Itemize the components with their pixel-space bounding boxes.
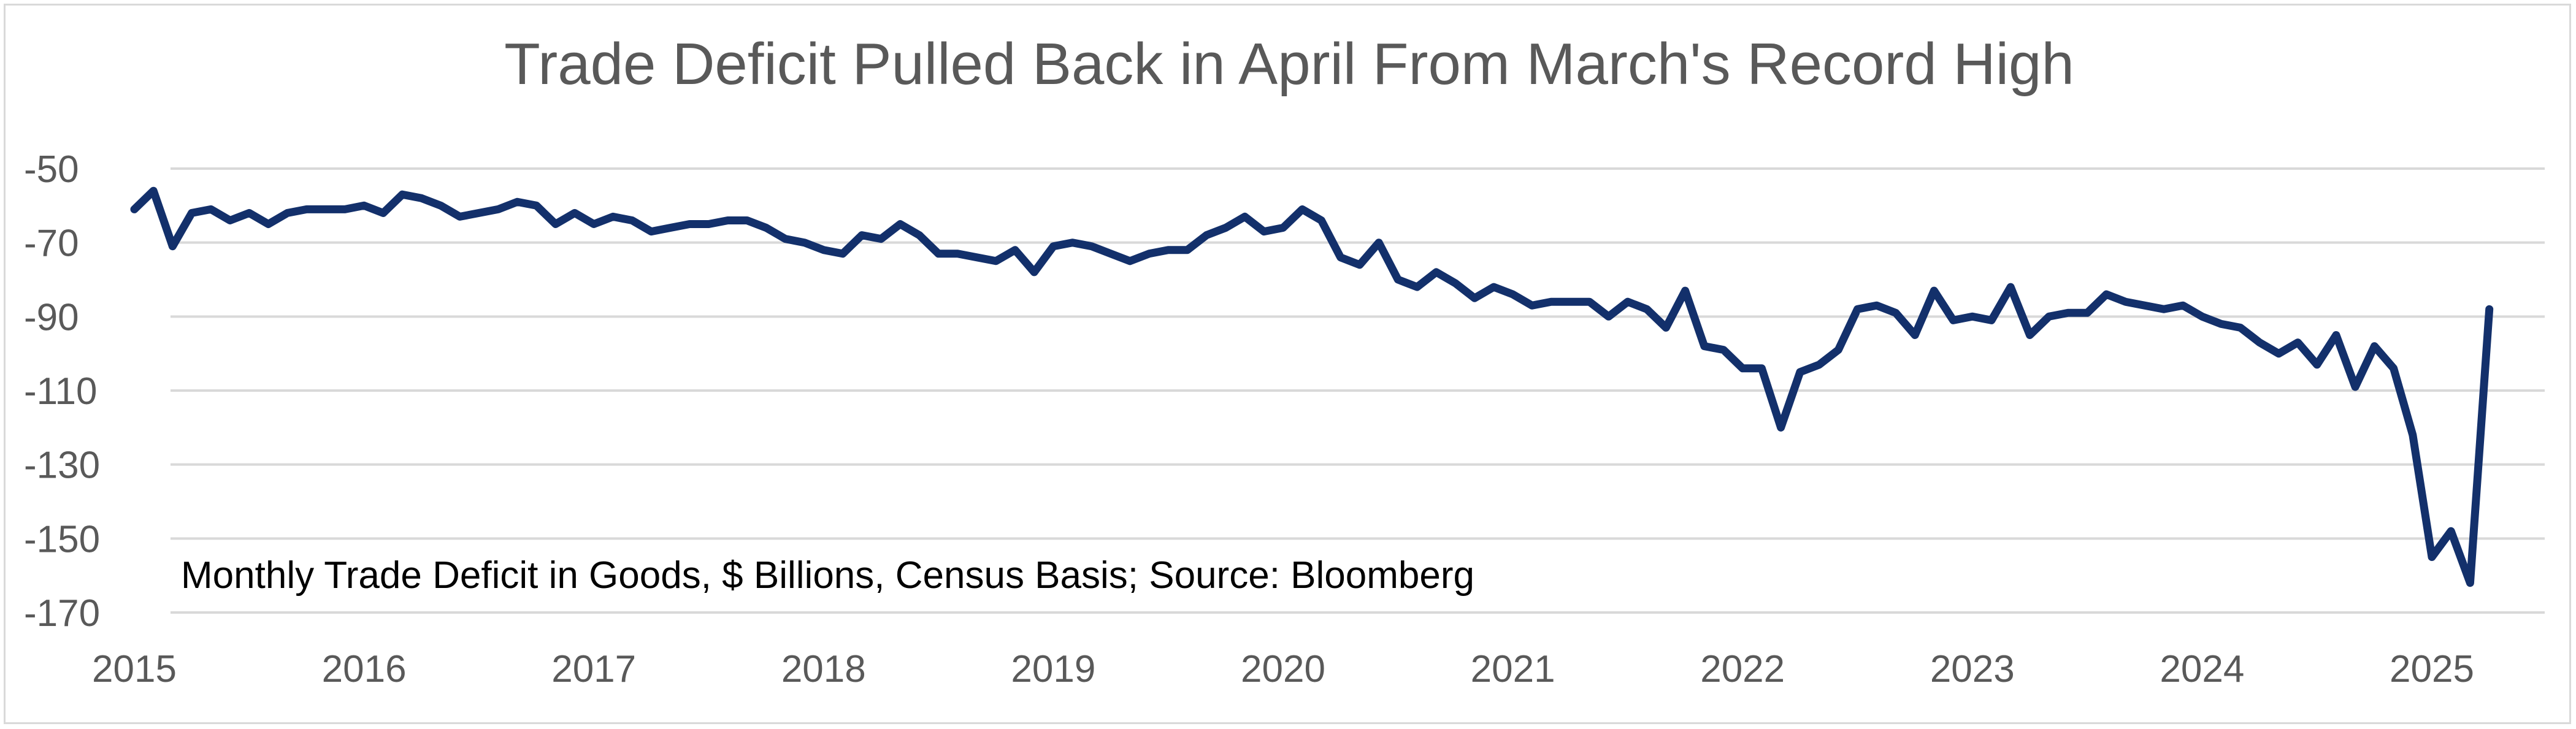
x-tick-label: 2023 [1930, 648, 2015, 690]
line-chart: Trade Deficit Pulled Back in April From … [24, 31, 2545, 690]
x-tick-label: 2019 [1011, 648, 1095, 690]
chart-frame: Trade Deficit Pulled Back in April From … [4, 4, 2571, 724]
y-tick-label: -130 [24, 445, 100, 487]
y-tick-label: -150 [24, 518, 100, 560]
y-tick-label: -110 [24, 370, 98, 413]
series-line [130, 186, 2494, 587]
y-tick-label: -50 [24, 148, 79, 191]
y-tick-label: -90 [24, 296, 79, 338]
x-tick-label: 2025 [2390, 648, 2474, 690]
y-tick-label: -70 [24, 223, 79, 265]
x-axis-ticks: 2015 2016 2017 2018 2019 2020 2021 2022 2023 2024… [92, 648, 2474, 690]
x-tick-label: 2022 [1700, 648, 1785, 690]
x-tick-label: 2021 [1471, 648, 1555, 690]
gridlines [171, 167, 2545, 614]
series-layer [130, 186, 2494, 587]
x-tick-label: 2017 [551, 648, 636, 690]
y-axis-ticks: -50 -70 -90 -110 -130 -150 -170 [24, 148, 100, 635]
x-tick-label: 2015 [92, 648, 177, 690]
chart-annotation: Monthly Trade Deficit in Goods, $ Billio… [181, 554, 1474, 597]
x-tick-label: 2018 [781, 648, 866, 690]
chart-title: Trade Deficit Pulled Back in April From … [504, 31, 2074, 97]
y-tick-label: -170 [24, 592, 100, 635]
x-tick-label: 2024 [2160, 648, 2244, 690]
x-tick-label: 2016 [322, 648, 407, 690]
x-tick-label: 2020 [1241, 648, 1325, 690]
